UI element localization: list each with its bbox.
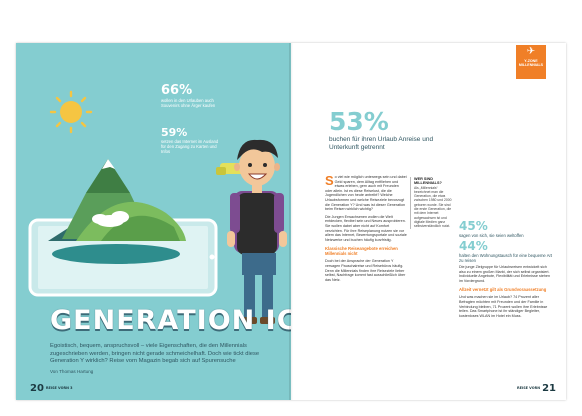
body-paragraph: o viel wie möglich unterwegs sein und da… [325,175,407,212]
suitcase-icon: ✈ [526,46,536,57]
stat-text: wollen in den Urlauben auch Souvenirs oh… [161,98,216,108]
big-stat-text: buchen für ihren Urlaub Anreise und Unte… [329,136,434,151]
illustration [28,90,287,324]
magazine-spread: 66% wollen in den Urlauben auch Souvenir… [16,43,566,400]
right-page: ✈ Y-ZONE MILLENNIALS 53% buchen für ihre… [291,43,566,400]
stat-block-3: 45% sagen von sich, sie seien weltoffen [459,219,554,238]
text-column-2: Die junge Zielgruppe für Urlaubsreisen e… [459,265,554,318]
page-number: 20 REISE VORN 3 [30,383,73,394]
stat-value: 66% [161,83,193,98]
body-paragraph: Doch bei der Ansprache der Generation Y … [325,259,406,282]
mountain-island [48,159,186,264]
stat-block-2: 59% setzen das Internet im Ausland für d… [161,126,221,154]
body-paragraph: Und was machen sie im Urlaub? 74 Prozent… [459,295,548,318]
section-badge: ✈ Y-ZONE MILLENNIALS [516,45,546,79]
text-column-1: S o viel wie möglich unterwegs sein und … [325,173,407,282]
subheading: Allzeit vernetzt gilt als Grundvorausset… [459,287,547,293]
article-byline: Von Thomas Hartung [50,369,94,374]
stat-value: 44% [459,239,488,253]
page-gutter [289,43,293,400]
stat-text: halten den Wohnungstausch für eine beque… [459,253,553,263]
page-number: REISE VORN 21 [517,383,556,394]
sun-icon [49,90,93,134]
dropcap: S [325,173,334,188]
cloud-icon [92,211,129,227]
subheading: Klassische Reiseangebote erreichen Mille… [325,246,398,257]
stat-value: 59% [161,126,188,139]
stat-text: sagen von sich, sie seien weltoffen [459,233,524,238]
big-stat-value: 53% [329,107,389,136]
stat-block-4: 44% halten den Wohnungstausch für eine b… [459,239,554,263]
left-page: 66% wollen in den Urlauben auch Souvenir… [16,43,291,400]
stat-value: 45% [459,219,488,233]
sidebar-text: Als „Millennials“ bezeichnet man die Gen… [414,185,452,229]
stat-text: setzen das Internet im Ausland für den Z… [161,139,219,154]
hiker-character [216,139,287,324]
body-paragraph: Die junge Zielgruppe für Urlaubsreisen e… [459,265,551,283]
info-sidebar: WER SIND MILLENNIALS? Als „Millennials“ … [410,177,454,229]
stat-block-1: 66% wollen in den Urlauben auch Souvenir… [161,83,221,108]
article-intro: Egoistisch, bequem, anspruchsvoll – viel… [50,343,260,365]
article-title: GENERATION ICH [50,305,291,336]
sidebar-title: WER SIND MILLENNIALS? [414,177,442,186]
body-paragraph: Die Jungen Erwachsenen wollen die Welt e… [325,214,407,242]
